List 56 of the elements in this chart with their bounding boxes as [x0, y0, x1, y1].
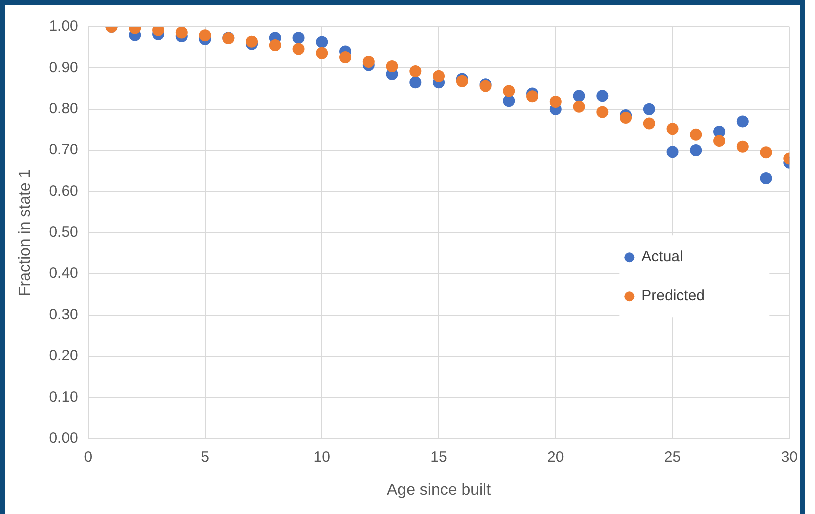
point [433, 70, 446, 82]
x-tick-label: 25 [664, 448, 682, 466]
point [666, 146, 679, 158]
point [316, 47, 328, 60]
point [246, 36, 258, 48]
point [340, 51, 352, 64]
point [596, 90, 609, 102]
x-tick-label: 10 [314, 448, 330, 466]
x-axis-title: Age since built [386, 482, 492, 499]
x-tick-label: 0 [84, 448, 93, 466]
point [573, 100, 586, 113]
y-tick-label: 0.40 [49, 265, 78, 282]
point [666, 123, 679, 136]
point [292, 32, 305, 44]
y-tick-label: 0.20 [49, 348, 78, 365]
point [410, 65, 422, 78]
point [503, 85, 516, 98]
point [714, 135, 726, 148]
point [362, 56, 375, 68]
point [690, 144, 702, 157]
legend-label: Predicted [642, 288, 706, 305]
point [760, 172, 772, 185]
y-tick-label: 0.90 [49, 59, 78, 76]
point [269, 40, 282, 52]
y-tick-label: 0.80 [49, 100, 78, 118]
point [573, 90, 586, 102]
point [736, 116, 749, 128]
y-tick-label: 0.10 [49, 388, 78, 406]
x-tick-label: 5 [201, 448, 210, 466]
y-axis-title: Fraction in state 1 [17, 169, 34, 296]
point [410, 76, 422, 89]
point [199, 30, 212, 42]
point [643, 118, 656, 130]
y-tick-label: 0.70 [49, 142, 78, 159]
point [386, 60, 398, 73]
point [526, 90, 539, 103]
x-tick-label: 30 [781, 448, 798, 466]
point [620, 112, 632, 124]
legend-label: Actual [642, 248, 684, 266]
x-tick-label: 20 [548, 448, 564, 466]
point [292, 43, 305, 56]
point [596, 106, 609, 118]
x-tick-label: 15 [430, 448, 448, 466]
point [690, 128, 702, 141]
point [316, 36, 328, 48]
point [643, 103, 656, 116]
point [760, 146, 772, 159]
point [176, 27, 188, 39]
point [736, 140, 749, 153]
point [503, 95, 516, 108]
y-tick-label: 1.00 [49, 18, 78, 36]
y-tick-label: 0.00 [49, 430, 78, 447]
y-tick-label: 0.60 [49, 182, 78, 200]
y-tick-label: 0.30 [49, 306, 78, 324]
point [550, 96, 562, 108]
y-tick-label: 0.50 [49, 224, 78, 242]
